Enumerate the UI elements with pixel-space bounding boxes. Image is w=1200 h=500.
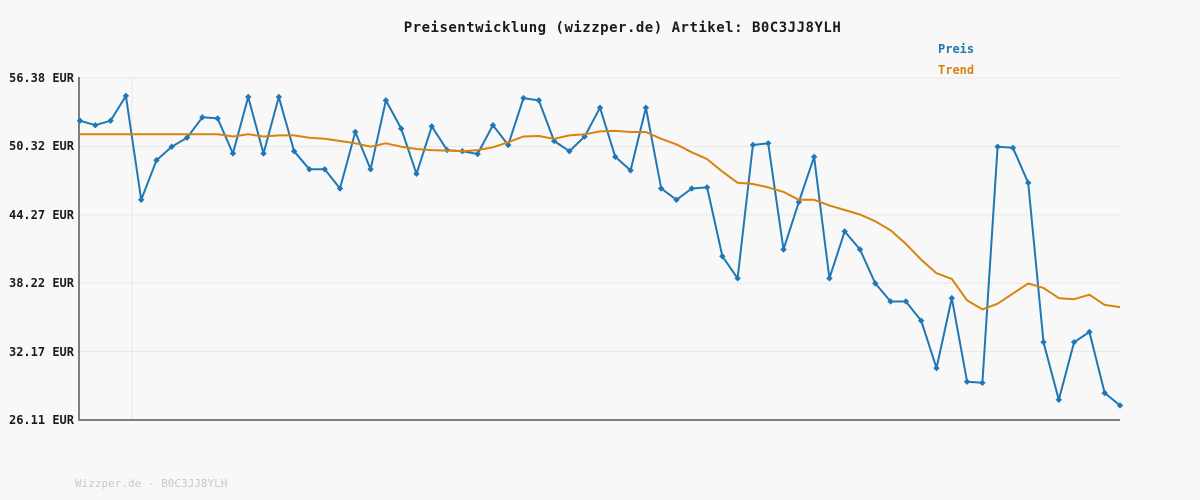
preis-marker (703, 184, 711, 191)
preis-marker (795, 198, 803, 206)
preis-marker (183, 134, 191, 141)
y-tick-label: 44.27 EUR (8, 207, 74, 222)
preis-marker (413, 170, 420, 178)
preis-marker (168, 143, 175, 150)
preis-marker (612, 153, 619, 161)
preis-marker (137, 196, 145, 203)
preis-marker (688, 185, 695, 192)
preis-marker (122, 92, 130, 100)
legend-label-trend: Trend (938, 63, 975, 77)
preis-marker (275, 93, 283, 101)
preis-marker (917, 317, 925, 324)
trend-line (80, 129, 1121, 311)
preis-marker (367, 166, 374, 173)
preis-marker (397, 125, 405, 132)
preis-marker (765, 140, 772, 147)
preis-marker (428, 123, 435, 130)
preis-marker (76, 117, 84, 124)
preis-marker (963, 378, 971, 385)
preis-marker (290, 148, 298, 155)
preis-marker (749, 141, 757, 149)
preis-marker (948, 294, 955, 302)
preis-marker (245, 93, 252, 101)
preis-marker (153, 157, 160, 164)
preis-marker (92, 122, 99, 129)
preis-marker (1070, 338, 1078, 346)
preis-line (79, 94, 1121, 407)
preis-marker (306, 166, 313, 173)
preis-marker (229, 150, 237, 157)
preis-marker (352, 128, 359, 136)
preis-marker (474, 150, 481, 158)
preis-marker (1009, 144, 1017, 152)
preis-marker (260, 150, 267, 157)
preis-marker (1055, 396, 1063, 403)
preis-marker (1101, 389, 1108, 397)
preis-marker (566, 148, 573, 155)
preis-marker (535, 97, 543, 104)
y-tick-label: 56.38 EUR (8, 71, 74, 85)
preis-marker (1086, 328, 1093, 336)
preis-marker (719, 253, 726, 260)
preis-marker (994, 143, 1001, 150)
preis-marker (734, 275, 741, 282)
preis-marker (979, 379, 986, 387)
preis-marker (902, 298, 910, 305)
preis-marker (520, 94, 527, 102)
preis-marker (199, 114, 206, 121)
preis-marker (581, 133, 588, 140)
preis-marker (856, 246, 864, 253)
preis-marker (657, 185, 665, 192)
preis-marker (673, 196, 680, 203)
preis-marker (107, 117, 114, 124)
preis-marker (214, 115, 221, 122)
preis-marker (382, 97, 390, 104)
preis-marker (336, 185, 344, 192)
preis-marker (933, 364, 940, 372)
legend-label-preis: Preis (938, 42, 975, 56)
preis-marker (826, 275, 833, 282)
preis-marker (321, 166, 328, 173)
y-tick-label: 38.22 EUR (8, 276, 74, 291)
legend: Preis Trend (938, 39, 998, 81)
y-tick-label: 32.17 EUR (8, 344, 74, 359)
y-tick-label: 26.11 EUR (8, 413, 74, 427)
chart-title: Preisentwicklung (wizzper.de) Artikel: B… (403, 20, 842, 36)
preis-marker (1040, 338, 1047, 346)
preis-marker (1025, 179, 1032, 187)
y-tick-label: 50.32 EUR (8, 139, 74, 154)
preis-marker (810, 153, 818, 161)
preis-marker (841, 228, 848, 235)
preis-marker (780, 246, 787, 253)
preis-marker (489, 122, 497, 129)
preis-marker (872, 280, 879, 287)
preis-marker (642, 104, 650, 111)
watermark: Wizzper.de - B0C3JJ8YLH (75, 477, 228, 490)
preis-marker (627, 167, 634, 174)
preis-marker (1116, 402, 1124, 409)
preis-marker (596, 104, 604, 111)
preis-marker (887, 298, 894, 305)
